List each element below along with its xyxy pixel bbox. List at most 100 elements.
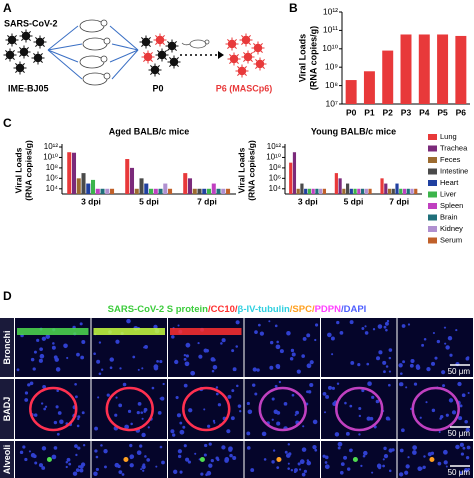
- nucleus: [271, 418, 274, 421]
- x-tick-label: 7 dpi: [389, 196, 409, 206]
- y-tick-label: 10⁴: [46, 184, 59, 193]
- nucleus: [151, 386, 155, 390]
- nucleus: [364, 331, 369, 335]
- nucleus: [41, 466, 46, 470]
- micrograph: [91, 441, 167, 478]
- nucleus: [137, 368, 140, 371]
- nucleus: [153, 324, 158, 330]
- nucleus: [287, 443, 290, 446]
- nucleus: [413, 382, 418, 386]
- nucleus: [139, 444, 143, 448]
- y-tick-label: 10¹⁰: [266, 153, 281, 162]
- nucleus: [324, 411, 327, 414]
- nucleus: [463, 467, 469, 473]
- nucleus: [346, 467, 351, 471]
- nucleus: [306, 333, 311, 338]
- bar: [197, 188, 202, 194]
- bar: [183, 173, 188, 194]
- bar: [100, 188, 105, 194]
- nucleus: [345, 431, 350, 436]
- bar: [400, 34, 412, 104]
- nucleus: [232, 367, 237, 372]
- bar: [418, 34, 430, 104]
- nucleus: [109, 366, 113, 370]
- nucleus: [405, 464, 410, 469]
- nucleus: [93, 471, 98, 477]
- bar: [67, 152, 72, 194]
- x-tick-label: P2: [383, 107, 394, 117]
- connector-lines: [47, 25, 139, 80]
- nucleus: [80, 355, 85, 360]
- nucleus: [409, 363, 414, 368]
- y-tick-label: 10¹⁰: [322, 43, 338, 53]
- nucleus: [290, 468, 294, 472]
- nucleus: [383, 370, 386, 374]
- nucleus: [183, 354, 187, 357]
- nucleus: [95, 455, 99, 459]
- nucleus: [229, 453, 233, 458]
- bar: [134, 188, 139, 194]
- nucleus: [440, 414, 444, 419]
- nucleus: [306, 460, 312, 466]
- nucleus: [175, 395, 179, 400]
- nucleus: [371, 471, 374, 474]
- nucleus: [208, 463, 213, 468]
- p0-label: P0: [152, 83, 163, 93]
- x-tick-label: 5 dpi: [344, 196, 364, 206]
- nucleus: [122, 382, 127, 387]
- nucleus: [215, 392, 219, 396]
- nucleus: [291, 393, 295, 397]
- nucleus: [362, 454, 366, 458]
- epithelium: [93, 328, 165, 335]
- micrograph: [168, 318, 244, 377]
- panel-label: B: [289, 1, 298, 15]
- nucleus: [115, 339, 120, 344]
- nucleus: [301, 472, 306, 477]
- p6-label: P6 (MASCp6): [216, 83, 273, 93]
- cell-signal: [199, 457, 205, 462]
- nucleus: [256, 368, 260, 372]
- nucleus: [306, 459, 310, 462]
- virus-body: [7, 35, 17, 45]
- virus-body: [33, 53, 43, 63]
- nucleus: [68, 462, 72, 466]
- nucleus: [400, 372, 403, 375]
- nucleus: [254, 392, 258, 396]
- nucleus: [173, 469, 178, 474]
- nucleus: [188, 408, 193, 413]
- bar: [129, 167, 135, 194]
- nucleus: [59, 419, 64, 425]
- nucleus: [314, 323, 319, 327]
- nucleus: [339, 330, 344, 335]
- nucleus: [28, 450, 31, 453]
- nucleus: [443, 326, 447, 329]
- nucleus: [343, 455, 348, 460]
- nucleus: [179, 429, 185, 435]
- nucleus: [443, 460, 448, 465]
- nucleus: [124, 424, 130, 430]
- legend-swatch: [428, 145, 437, 152]
- nucleus: [66, 457, 71, 462]
- stain-label: /CC10/: [208, 304, 238, 315]
- bar: [192, 188, 197, 194]
- nucleus: [350, 361, 355, 365]
- bar: [163, 183, 168, 194]
- nucleus: [330, 336, 335, 341]
- virus-body: [155, 35, 165, 45]
- nucleus: [339, 470, 344, 475]
- nucleus: [459, 471, 463, 475]
- nucleus: [287, 467, 290, 470]
- nucleus: [183, 357, 187, 361]
- nucleus: [309, 360, 314, 365]
- nucleus: [410, 358, 415, 364]
- nucleus: [309, 382, 314, 388]
- nucleus: [94, 426, 98, 431]
- nucleus: [297, 462, 301, 466]
- virus-body: [241, 35, 251, 45]
- nucleus: [322, 454, 326, 458]
- nucleus: [445, 345, 450, 350]
- virus-body: [157, 50, 167, 60]
- virus-body: [169, 57, 179, 67]
- nucleus: [212, 419, 216, 423]
- nucleus: [65, 465, 68, 469]
